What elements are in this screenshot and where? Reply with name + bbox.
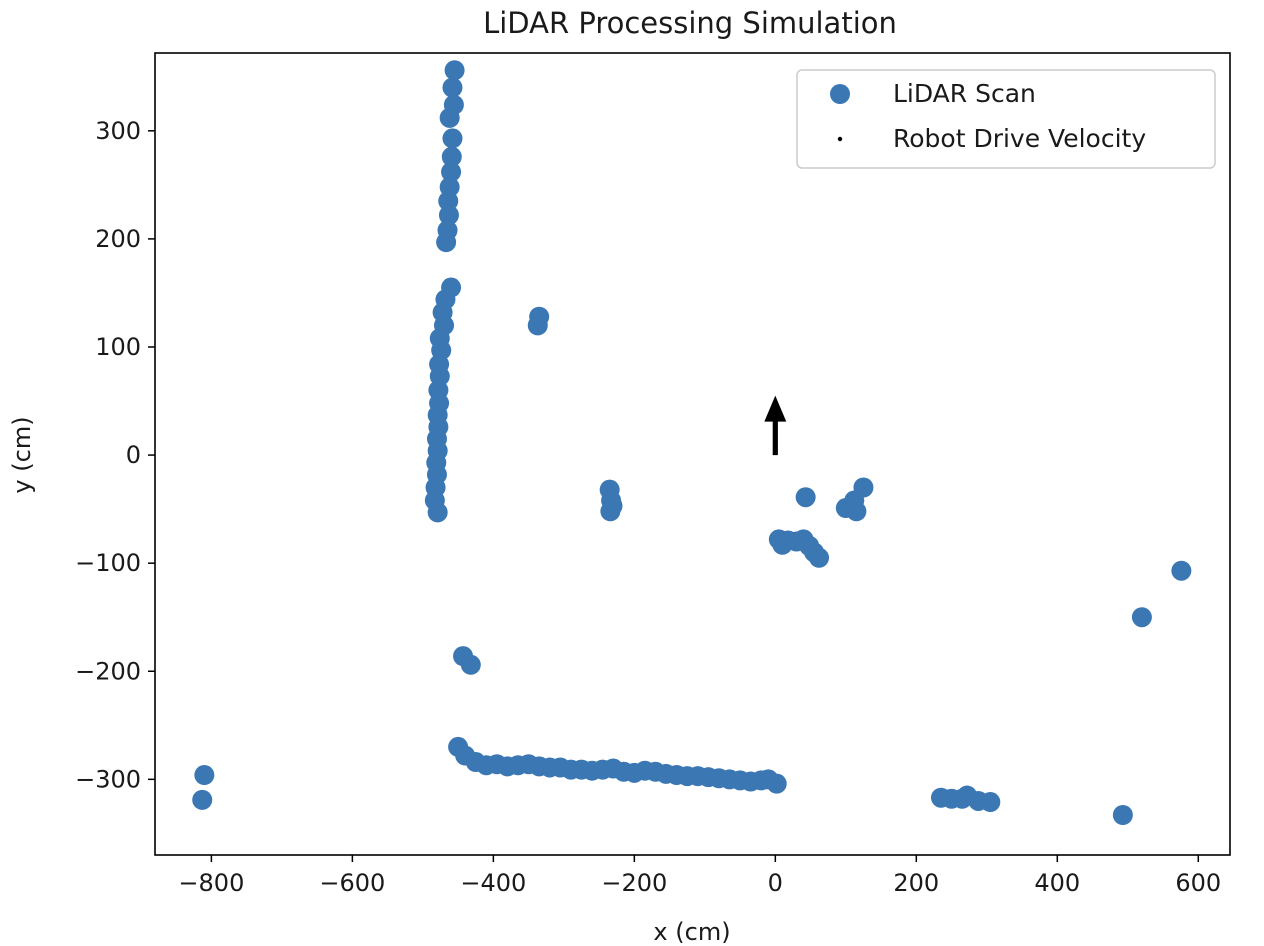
x-tick-label: −400 xyxy=(460,869,526,897)
lidar-scan-point xyxy=(441,146,462,167)
lidar-scan-point xyxy=(795,487,816,508)
y-tick-label: 100 xyxy=(95,333,141,361)
robot-drive-velocity-arrow xyxy=(764,395,787,456)
legend: LiDAR Scan Robot Drive Velocity xyxy=(796,69,1216,169)
lidar-scan-point xyxy=(444,60,465,81)
x-axis-label: x (cm) xyxy=(653,918,730,946)
lidar-scan-point xyxy=(1112,805,1133,826)
y-axis: −300 −200 −100 0 100 200 300 xyxy=(75,117,155,793)
lidar-scan-point xyxy=(441,161,462,182)
x-tick-label: 200 xyxy=(893,869,939,897)
y-tick-label: −200 xyxy=(75,657,141,685)
velocity-arrow-series xyxy=(764,395,787,456)
lidar-scan-point xyxy=(980,792,1001,813)
legend-marker-lidar-scan xyxy=(830,84,850,104)
lidar-scan-point xyxy=(427,502,448,523)
lidar-scan-point xyxy=(846,501,867,522)
x-tick-label: −600 xyxy=(319,869,385,897)
lidar-scan-point xyxy=(766,773,787,794)
lidar-scan-point xyxy=(436,232,457,253)
x-tick-label: −200 xyxy=(601,869,667,897)
lidar-scan-point xyxy=(442,77,463,98)
lidar-scan-point xyxy=(1171,560,1192,581)
lidar-scan-point xyxy=(460,654,481,675)
lidar-scan-point xyxy=(192,789,213,810)
lidar-scan-point xyxy=(809,547,830,568)
plot-area-frame xyxy=(154,52,1231,856)
x-axis: −800 −600 −400 −200 0 200 400 600 xyxy=(178,855,1221,897)
chart-title: LiDAR Processing Simulation xyxy=(483,6,897,40)
lidar-scan-point xyxy=(438,191,459,212)
y-tick-label: 200 xyxy=(95,225,141,253)
lidar-scan-point xyxy=(439,107,460,128)
legend-label-robot-drive-velocity: Robot Drive Velocity xyxy=(893,124,1146,153)
lidar-scan-point xyxy=(527,315,548,336)
lidar-scan-point xyxy=(1131,607,1152,628)
lidar-scan-point xyxy=(194,765,215,786)
legend-marker-robot-drive-velocity xyxy=(837,136,843,142)
x-tick-label: 400 xyxy=(1034,869,1080,897)
lidar-scan-point xyxy=(442,128,463,149)
y-axis-label: y (cm) xyxy=(8,416,36,493)
y-tick-label: 300 xyxy=(95,117,141,145)
y-tick-label: 0 xyxy=(126,441,141,469)
scatter-series-lidar-scan xyxy=(192,60,1192,826)
y-tick-label: −300 xyxy=(75,765,141,793)
lidar-scan-point xyxy=(600,501,621,522)
legend-label-lidar-scan: LiDAR Scan xyxy=(893,79,1036,108)
x-tick-label: 600 xyxy=(1175,869,1221,897)
x-tick-label: −800 xyxy=(178,869,244,897)
x-tick-label: 0 xyxy=(768,869,783,897)
legend-box xyxy=(796,69,1216,169)
lidar-scan-point xyxy=(438,205,459,226)
y-tick-label: −100 xyxy=(75,549,141,577)
